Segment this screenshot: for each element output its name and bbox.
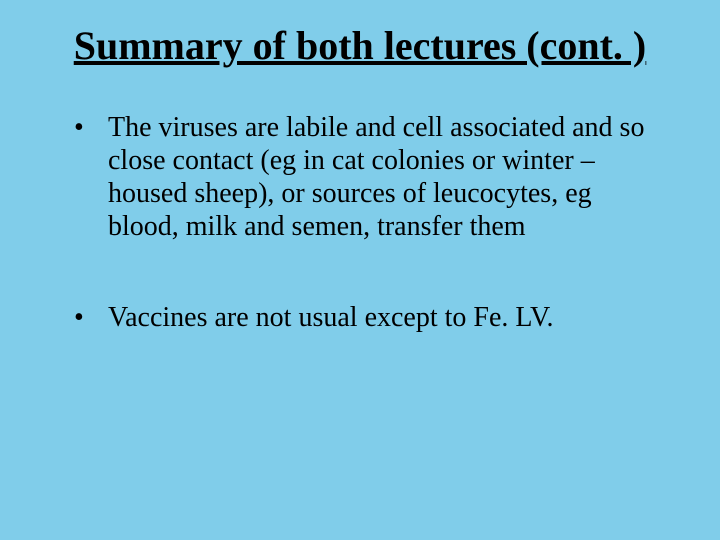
list-item: Vaccines are not usual except to Fe. LV. — [102, 301, 658, 334]
list-item: The viruses are labile and cell associat… — [102, 111, 658, 243]
slide-container: Summary of both lectures (cont. ) The vi… — [0, 0, 720, 540]
bullet-list: The viruses are labile and cell associat… — [62, 111, 658, 334]
slide-title: Summary of both lectures (cont. ) — [62, 24, 658, 69]
